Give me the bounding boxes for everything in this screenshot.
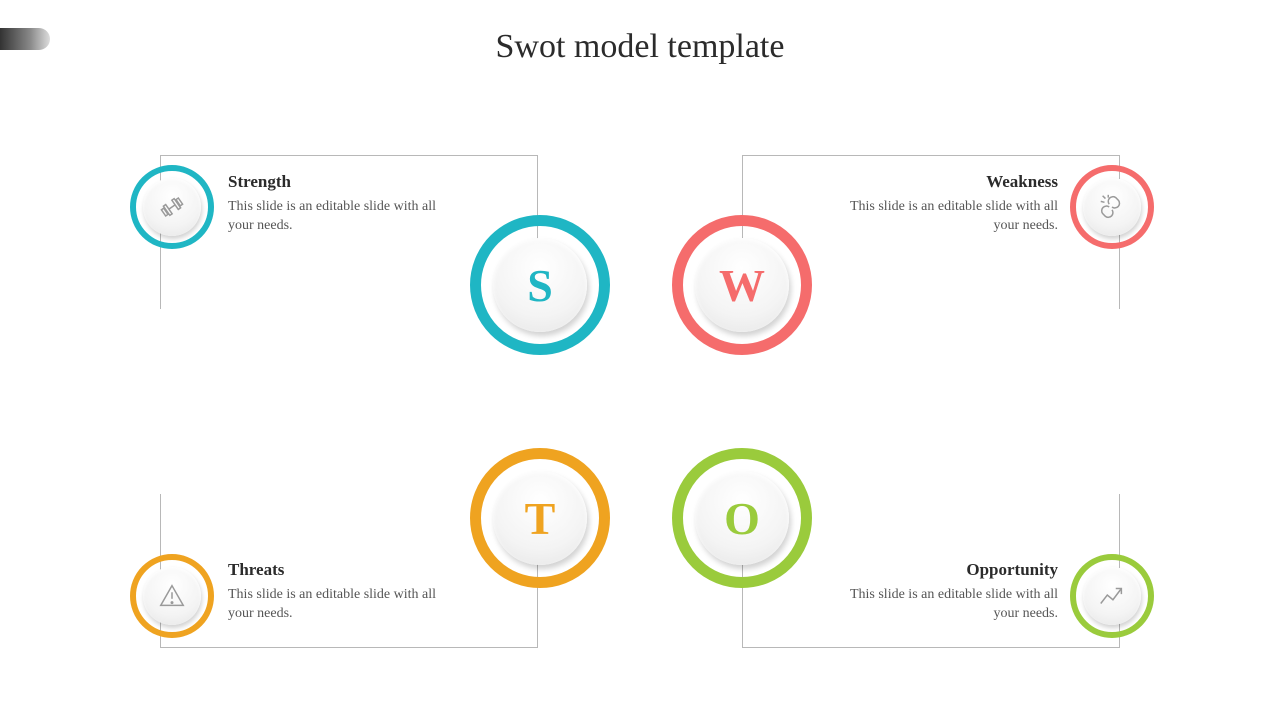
- desc-opportunity: This slide is an editable slide with all…: [848, 586, 1058, 624]
- heading-opportunity: Opportunity: [848, 560, 1058, 580]
- trend-arrow-icon: [1083, 567, 1141, 625]
- desc-weakness: This slide is an editable slide with all…: [848, 198, 1058, 236]
- letter-w: W: [695, 238, 789, 332]
- letter-ring-s: S: [470, 215, 610, 355]
- icon-ring-opportunity: [1070, 554, 1154, 638]
- letter-ring-t: T: [470, 448, 610, 588]
- text-threats: Threats This slide is an editable slide …: [228, 560, 438, 624]
- letter-ring-o: O: [672, 448, 812, 588]
- icon-ring-threats: [130, 554, 214, 638]
- heading-weakness: Weakness: [848, 172, 1058, 192]
- page-title: Swot model template: [0, 28, 1280, 66]
- letter-ring-w: W: [672, 215, 812, 355]
- heading-strength: Strength: [228, 172, 438, 192]
- icon-ring-strength: [130, 165, 214, 249]
- warning-icon: [143, 567, 201, 625]
- letter-o: O: [695, 471, 789, 565]
- desc-threats: This slide is an editable slide with all…: [228, 586, 438, 624]
- text-weakness: Weakness This slide is an editable slide…: [848, 172, 1058, 236]
- letter-s: S: [493, 238, 587, 332]
- icon-ring-weakness: [1070, 165, 1154, 249]
- letter-t: T: [493, 471, 587, 565]
- text-strength: Strength This slide is an editable slide…: [228, 172, 438, 236]
- desc-strength: This slide is an editable slide with all…: [228, 198, 438, 236]
- broken-link-icon: [1083, 178, 1141, 236]
- text-opportunity: Opportunity This slide is an editable sl…: [848, 560, 1058, 624]
- heading-threats: Threats: [228, 560, 438, 580]
- dumbbell-icon: [143, 178, 201, 236]
